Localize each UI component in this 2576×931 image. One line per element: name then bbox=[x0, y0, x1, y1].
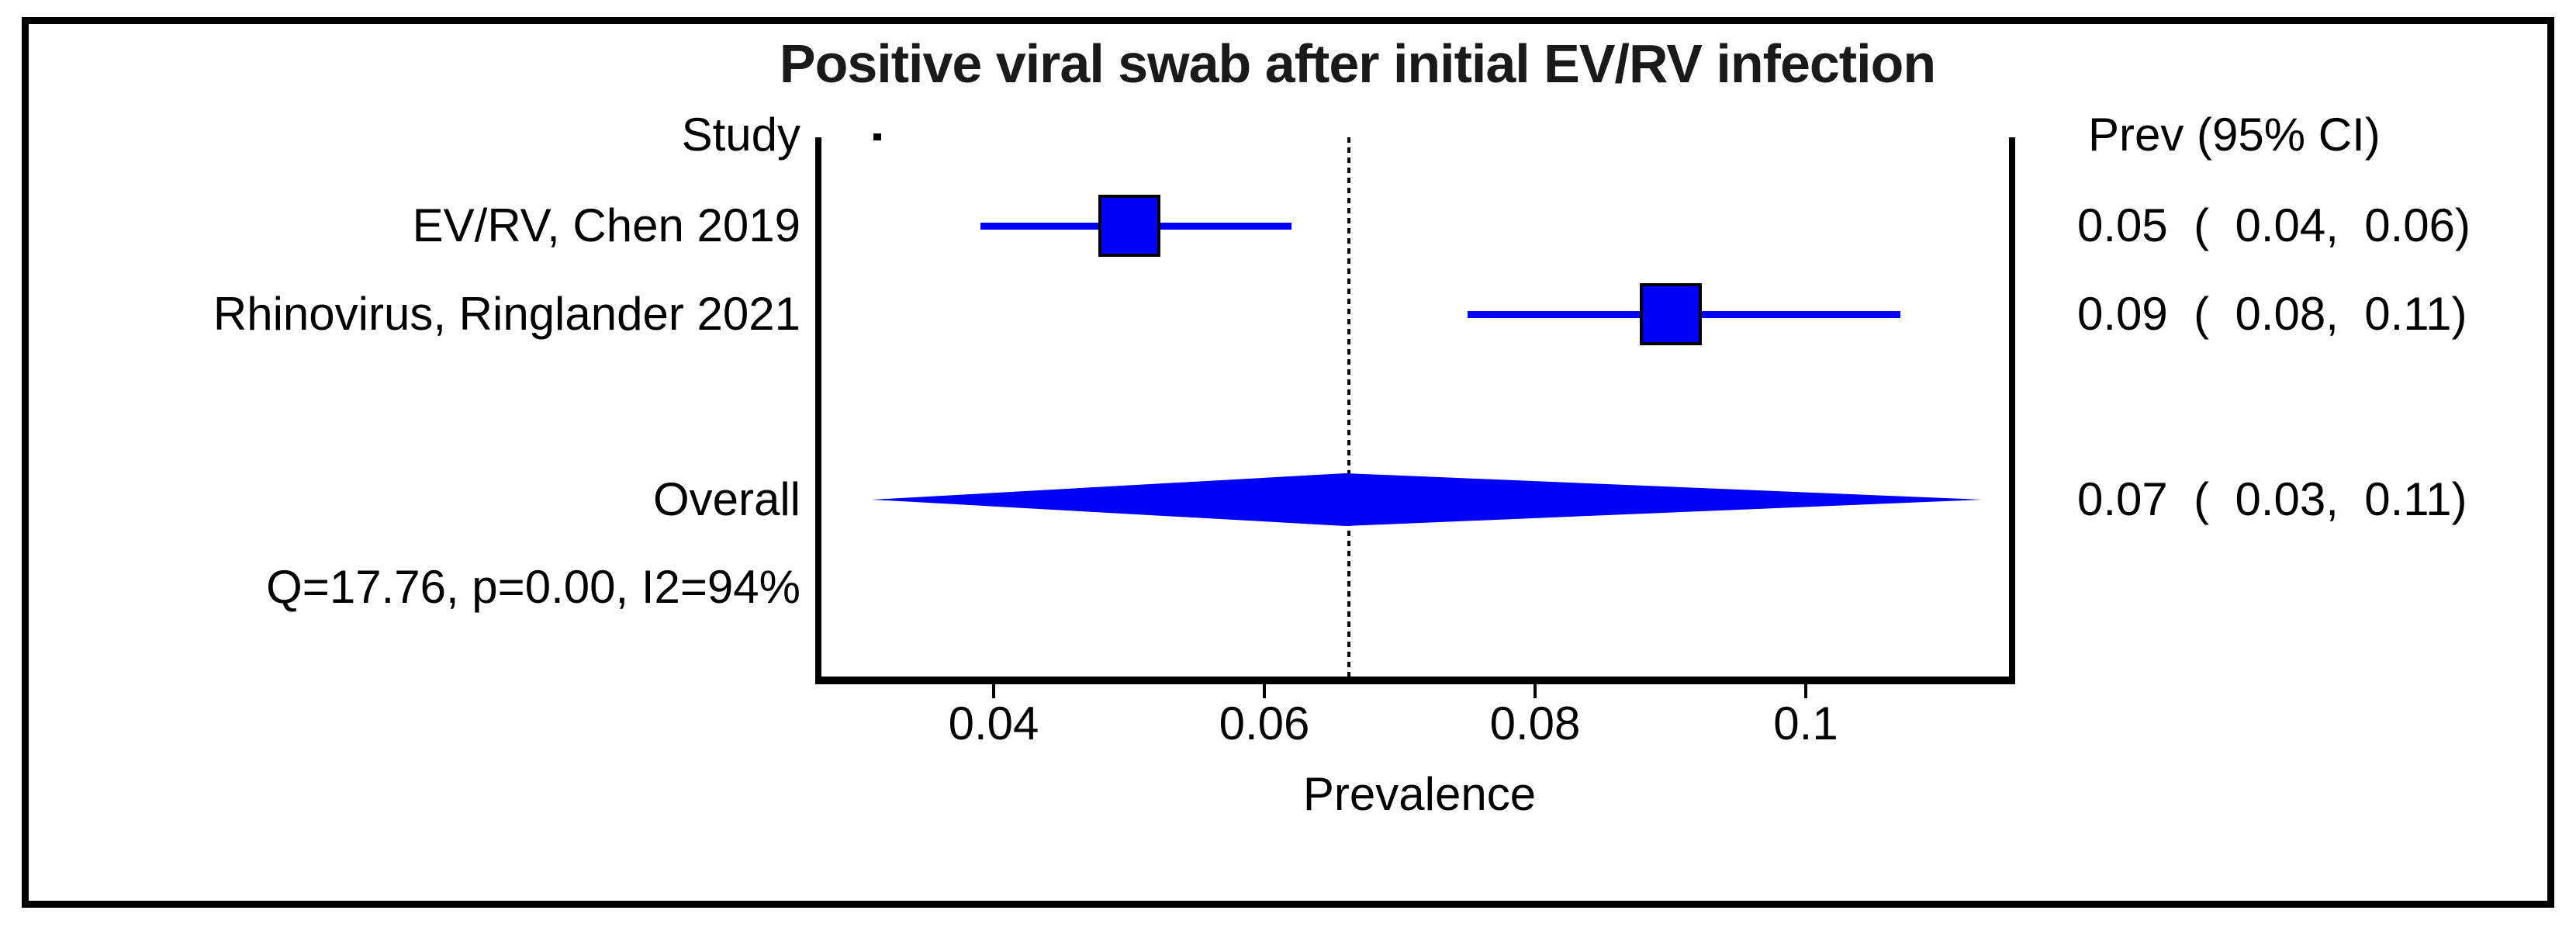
study-label: EV/RV, Chen 2019 bbox=[412, 199, 800, 251]
heterogeneity-text: Q=17.76, p=0.00, I2=94% bbox=[266, 561, 800, 613]
x-axis-line bbox=[815, 677, 2015, 684]
chart-title: Positive viral swab after initial EV/RV … bbox=[779, 33, 1936, 94]
column-header-study: Study bbox=[681, 109, 800, 161]
x-tick-mark bbox=[1804, 684, 1807, 698]
x-tick-label: 0.1 bbox=[1773, 697, 1838, 749]
x-tick-label: 0.08 bbox=[1489, 697, 1581, 749]
prev-ci-value: 0.09 ( 0.08, 0.11) bbox=[2077, 288, 2467, 340]
prev-ci-value: 0.05 ( 0.04, 0.06) bbox=[2077, 199, 2471, 251]
study-label: Rhinovirus, Ringlander 2021 bbox=[213, 288, 800, 340]
figure-border bbox=[22, 17, 2554, 908]
y-axis-line-right bbox=[2009, 137, 2015, 684]
x-tick-mark bbox=[1263, 684, 1266, 698]
y-axis-line-left bbox=[815, 137, 821, 684]
overall-prev-ci-value: 0.07 ( 0.03, 0.11) bbox=[2077, 473, 2467, 525]
estimate-square-marker bbox=[1639, 283, 1702, 345]
x-tick-mark bbox=[992, 684, 995, 698]
x-tick-mark bbox=[1533, 684, 1537, 698]
overall-label: Overall bbox=[652, 473, 800, 525]
overall-reference-dashed-line bbox=[1347, 137, 1350, 681]
column-header-prev-ci: Prev (95% CI) bbox=[2088, 109, 2381, 161]
axis-top-marker-dot bbox=[873, 133, 881, 140]
x-axis-label: Prevalence bbox=[1302, 768, 1537, 820]
estimate-square-marker bbox=[1098, 195, 1160, 257]
x-tick-label: 0.06 bbox=[1219, 697, 1310, 749]
x-tick-label: 0.04 bbox=[948, 697, 1039, 749]
